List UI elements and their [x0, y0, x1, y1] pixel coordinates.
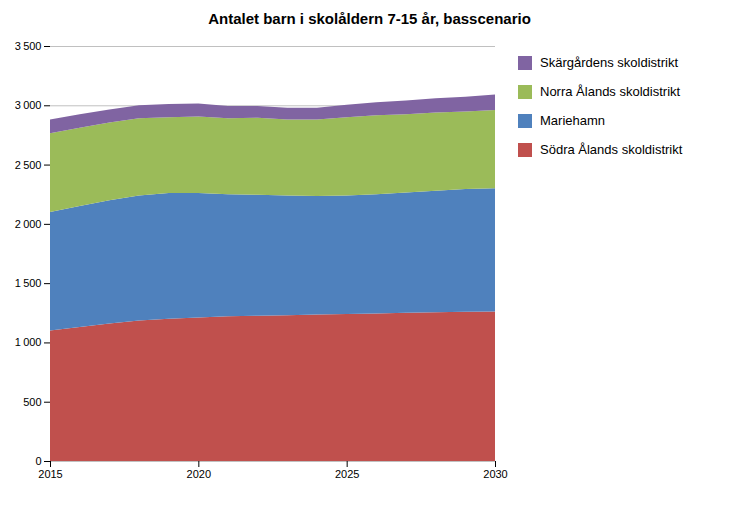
svg-text:500: 500: [23, 396, 41, 408]
svg-text:2 500: 2 500: [15, 159, 42, 171]
svg-text:2020: 2020: [187, 468, 211, 480]
svg-text:2 000: 2 000: [15, 218, 42, 230]
html-text:Skärgårdens skoldistrikt: Skärgårdens skoldistrikt: [540, 55, 678, 70]
html-text:Norra Ålands skoldistrikt: Norra Ålands skoldistrikt: [540, 84, 681, 99]
html-text:Södra Ålands skoldistrikt: Södra Ålands skoldistrikt: [540, 142, 683, 157]
svg-text:2025: 2025: [335, 468, 359, 480]
html-text:Mariehamn: Mariehamn: [540, 113, 605, 128]
svg-text:1 500: 1 500: [15, 277, 42, 289]
svg-text:0: 0: [35, 455, 41, 467]
svg-text:2015: 2015: [38, 468, 62, 480]
svg-text:2030: 2030: [483, 468, 507, 480]
svg-text:3 000: 3 000: [15, 99, 42, 111]
html-text:Antalet barn i skolåldern 7-15: Antalet barn i skolåldern 7-15 år, bassc…: [208, 10, 531, 27]
svg-text:1 000: 1 000: [15, 336, 42, 348]
svg-text:3 500: 3 500: [15, 40, 42, 52]
